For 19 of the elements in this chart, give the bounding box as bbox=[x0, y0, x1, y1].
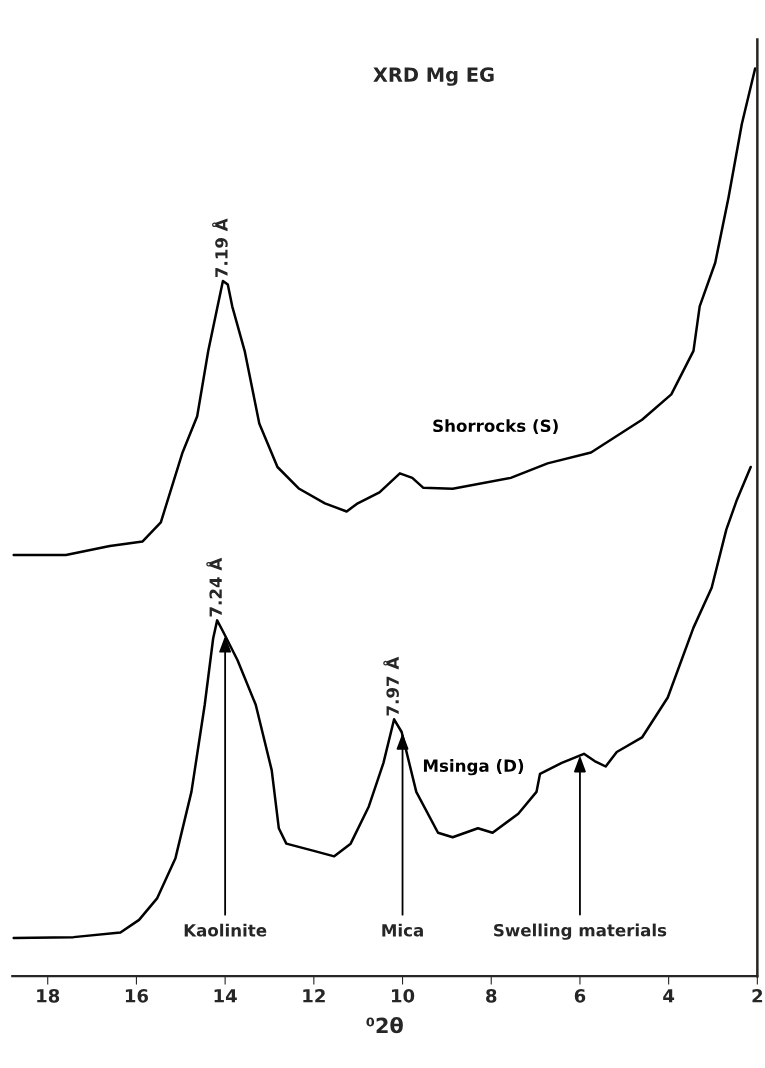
annotation: 7.19 Å bbox=[212, 218, 228, 278]
annotation: 7.97 Å bbox=[383, 656, 399, 716]
x-tick-label: 18 bbox=[37, 988, 60, 1003]
x-tick-label: 10 bbox=[392, 988, 415, 1003]
x-axis-title: ⁰2θ bbox=[366, 1017, 403, 1034]
annotation: Kaolinite bbox=[184, 923, 267, 937]
x-tick-label: 2 bbox=[752, 988, 763, 1003]
annotation: Swelling materials bbox=[494, 923, 667, 940]
chart-title: XRD Mg EG bbox=[373, 67, 494, 86]
x-tick-label: 8 bbox=[486, 988, 497, 1003]
x-tick-label: 6 bbox=[574, 988, 586, 1003]
x-tick-label: 14 bbox=[214, 989, 237, 1003]
annotation: Mica bbox=[382, 923, 423, 937]
x-tick-label: 16 bbox=[125, 988, 149, 1003]
series-label: Msinga (D) bbox=[423, 759, 524, 776]
annotation: 7.24 Å bbox=[206, 557, 222, 617]
x-tick-label: 4 bbox=[663, 989, 675, 1003]
x-tick-label: 12 bbox=[303, 988, 325, 1003]
series-label: Shorrocks (S) bbox=[433, 419, 558, 435]
